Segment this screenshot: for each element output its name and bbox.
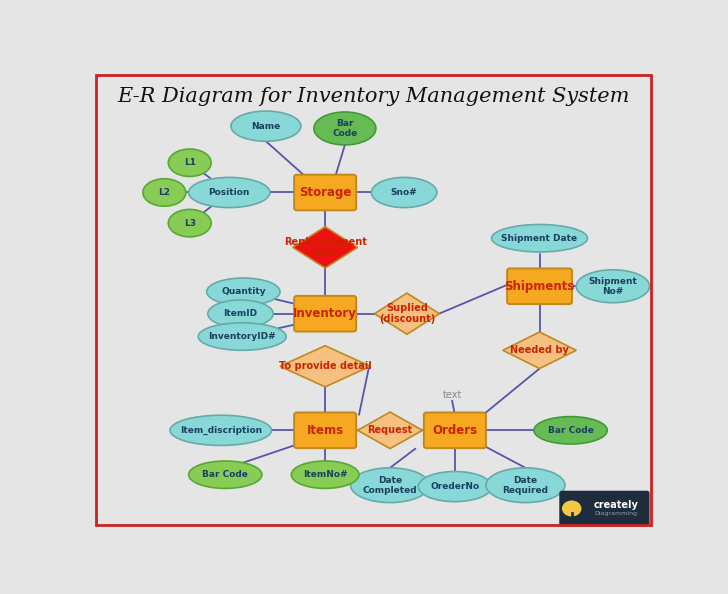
Text: Inventory: Inventory [293, 307, 357, 320]
Text: Position: Position [208, 188, 250, 197]
Text: L3: L3 [183, 219, 196, 228]
Text: text: text [443, 390, 462, 400]
Text: Shipment
No#: Shipment No# [588, 277, 637, 296]
Polygon shape [503, 332, 577, 368]
Text: L2: L2 [159, 188, 170, 197]
Text: Replenishment
(add): Replenishment (add) [284, 236, 367, 258]
Text: Bar
Code: Bar Code [332, 119, 357, 138]
Ellipse shape [231, 111, 301, 141]
Ellipse shape [189, 461, 262, 488]
Text: OrederNo: OrederNo [430, 482, 480, 491]
Text: Name: Name [251, 122, 280, 131]
Ellipse shape [534, 416, 607, 444]
Text: Sno#: Sno# [391, 188, 417, 197]
Text: Storage: Storage [299, 186, 352, 199]
Text: E-R Diagram for Inventory Management System: E-R Diagram for Inventory Management Sys… [117, 87, 629, 106]
Text: creately: creately [593, 500, 638, 510]
Ellipse shape [207, 300, 273, 327]
Circle shape [563, 501, 581, 516]
Text: Quantity: Quantity [221, 287, 266, 296]
Text: Shipments: Shipments [505, 280, 574, 293]
Text: Bar Code: Bar Code [547, 426, 593, 435]
Ellipse shape [189, 178, 270, 207]
Ellipse shape [170, 415, 272, 446]
Ellipse shape [198, 323, 286, 350]
Polygon shape [357, 412, 422, 448]
Text: Shipment Date: Shipment Date [502, 233, 577, 243]
FancyBboxPatch shape [294, 296, 356, 331]
FancyBboxPatch shape [424, 412, 486, 448]
Text: L1: L1 [183, 158, 196, 168]
Text: ItemNo#: ItemNo# [303, 470, 347, 479]
Text: Date
Completed: Date Completed [363, 476, 417, 495]
Text: Diagramming: Diagramming [594, 511, 637, 516]
Text: To provide detail: To provide detail [279, 361, 371, 371]
Text: Item_discription: Item_discription [180, 426, 262, 435]
Text: Items: Items [306, 424, 344, 437]
Ellipse shape [168, 210, 211, 237]
Text: ItemID: ItemID [223, 309, 258, 318]
Ellipse shape [491, 225, 587, 252]
Text: Bar Code: Bar Code [202, 470, 248, 479]
Polygon shape [293, 227, 357, 268]
Ellipse shape [143, 179, 186, 206]
FancyBboxPatch shape [294, 175, 356, 210]
Ellipse shape [486, 468, 565, 503]
Text: Needed by: Needed by [510, 345, 569, 355]
Polygon shape [280, 346, 371, 387]
Text: Request: Request [368, 425, 413, 435]
Text: Suplied
(discount): Suplied (discount) [379, 303, 435, 324]
Ellipse shape [207, 278, 280, 305]
Ellipse shape [291, 461, 359, 488]
Ellipse shape [351, 468, 430, 503]
Text: InventoryID#: InventoryID# [208, 332, 276, 341]
FancyBboxPatch shape [294, 412, 356, 448]
FancyBboxPatch shape [507, 268, 572, 304]
Ellipse shape [577, 270, 649, 303]
Ellipse shape [314, 112, 376, 145]
Polygon shape [374, 293, 440, 334]
Ellipse shape [168, 149, 211, 176]
Text: Date
Required: Date Required [502, 476, 548, 495]
Ellipse shape [371, 178, 437, 207]
Ellipse shape [419, 472, 491, 502]
FancyBboxPatch shape [559, 491, 649, 526]
Text: Orders: Orders [432, 424, 478, 437]
